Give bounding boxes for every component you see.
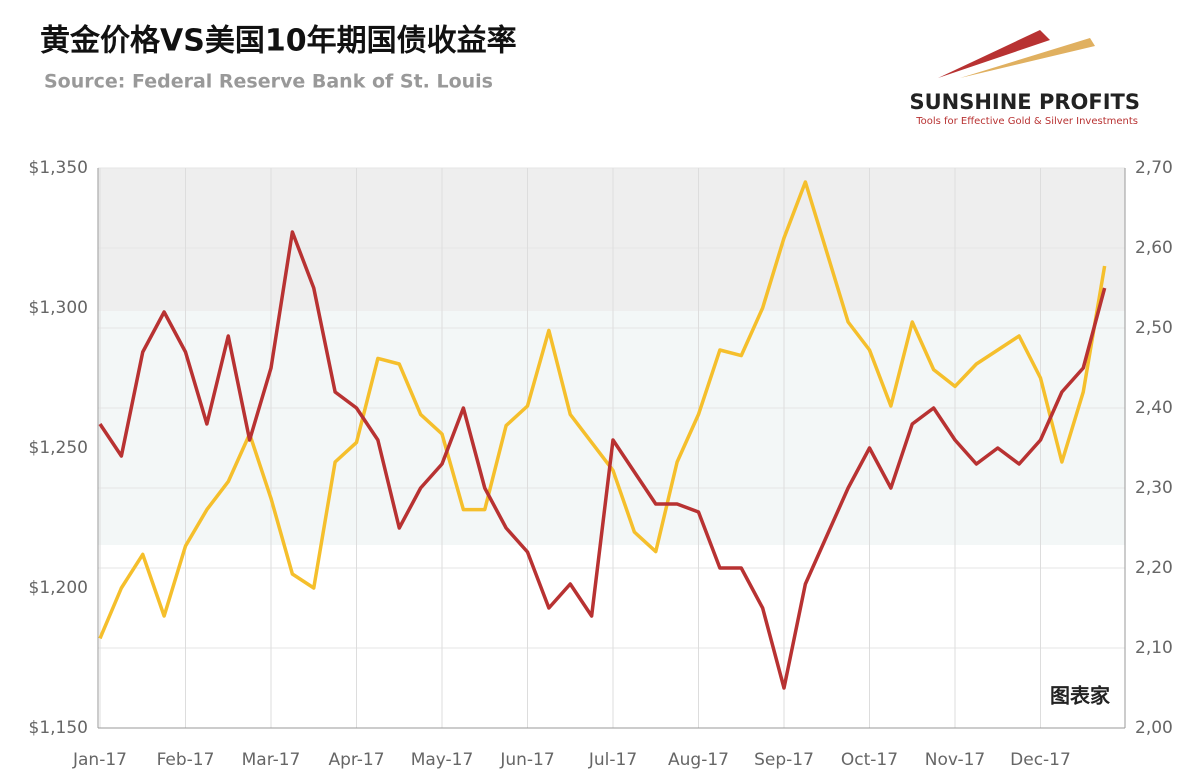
y2-tick-label: 2,50 bbox=[1135, 318, 1173, 338]
y-tick-label: $1,300 bbox=[29, 298, 88, 318]
logo-tagline: Tools for Effective Gold & Silver Invest… bbox=[915, 116, 1138, 127]
y-tick-label: $1,200 bbox=[29, 578, 88, 598]
y2-tick-label: 2,60 bbox=[1135, 238, 1173, 258]
chart-subtitle: Source: Federal Reserve Bank of St. Loui… bbox=[44, 71, 493, 93]
x-tick-label: Dec-17 bbox=[1010, 750, 1071, 770]
logo: SUNSHINE PROFITS Tools for Effective Gol… bbox=[909, 30, 1140, 127]
y-tick-label: $1,250 bbox=[29, 438, 88, 458]
logo-swoosh bbox=[938, 30, 1050, 78]
x-tick-label: Oct-17 bbox=[841, 750, 898, 770]
watermark: 图表家 bbox=[1050, 684, 1111, 708]
chart-title: 黄金价格VS美国10年期国债收益率 bbox=[40, 24, 517, 59]
x-tick-label: Jun-17 bbox=[499, 750, 554, 770]
x-tick-label: Sep-17 bbox=[754, 750, 814, 770]
x-tick-label: Jul-17 bbox=[588, 750, 637, 770]
y2-tick-label: 2,00 bbox=[1135, 718, 1173, 738]
x-tick-label: Feb-17 bbox=[157, 750, 215, 770]
logo-swoosh bbox=[960, 38, 1095, 78]
series-line bbox=[98, 180, 1107, 640]
x-tick-label: Aug-17 bbox=[668, 750, 729, 770]
y-tick-label: $1,350 bbox=[29, 158, 88, 178]
x-tick-label: May-17 bbox=[411, 750, 474, 770]
band-middle bbox=[98, 311, 1125, 545]
y2-tick-label: 2,30 bbox=[1135, 478, 1173, 498]
y-tick-label: $1,150 bbox=[29, 718, 88, 738]
band-top bbox=[98, 168, 1125, 311]
y2-tick-label: 2,20 bbox=[1135, 558, 1173, 578]
x-tick-label: Apr-17 bbox=[328, 750, 384, 770]
x-tick-label: Mar-17 bbox=[242, 750, 301, 770]
y2-tick-label: 2,40 bbox=[1135, 398, 1173, 418]
series-line bbox=[98, 230, 1107, 690]
x-tick-label: Nov-17 bbox=[925, 750, 986, 770]
y2-tick-label: 2,10 bbox=[1135, 638, 1173, 658]
y2-tick-label: 2,70 bbox=[1135, 158, 1173, 178]
x-tick-label: Jan-17 bbox=[72, 750, 127, 770]
logo-name: SUNSHINE PROFITS bbox=[909, 90, 1140, 114]
